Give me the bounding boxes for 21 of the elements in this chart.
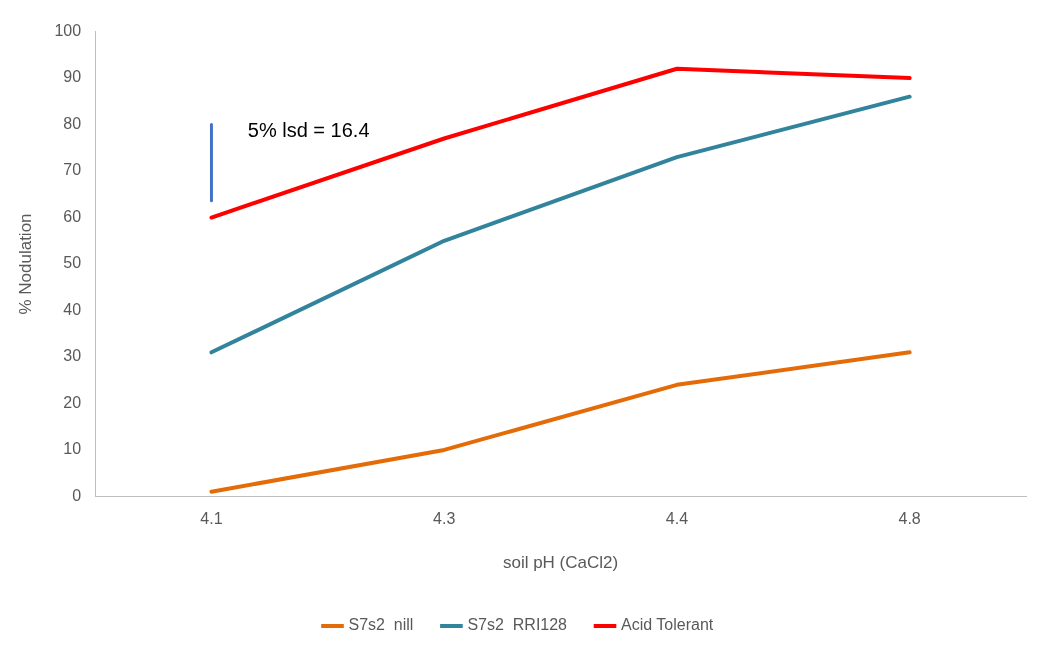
- x-tick-label: 4.4: [665, 510, 689, 528]
- y-tick-label: 50: [63, 254, 82, 272]
- x-tick-label: 4.1: [200, 510, 223, 528]
- y-tick-label: 60: [63, 207, 82, 225]
- y-tick-label: 100: [54, 22, 82, 40]
- y-tick-label: 90: [63, 68, 82, 86]
- y-axis-title: % Nodulation: [15, 213, 35, 315]
- y-tick-label: 70: [63, 161, 82, 179]
- y-tick-label: 20: [63, 393, 82, 411]
- x-tick-label: 4.8: [898, 510, 921, 528]
- legend-label: S7s2 RRI128: [467, 616, 568, 634]
- y-tick-label: 0: [72, 486, 82, 504]
- x-tick-label: 4.3: [433, 510, 456, 528]
- legend-label: S7s2 nill: [348, 616, 414, 634]
- annotation: 5% lsd = 16.4: [247, 119, 370, 142]
- legend-label: Acid Tolerant: [621, 616, 714, 634]
- x-axis-title: soil pH (CaCl2): [502, 553, 619, 573]
- y-tick-label: 30: [63, 347, 82, 365]
- y-tick-label: 10: [63, 440, 82, 458]
- y-tick-label: 80: [63, 114, 82, 132]
- y-tick-label: 40: [63, 300, 82, 318]
